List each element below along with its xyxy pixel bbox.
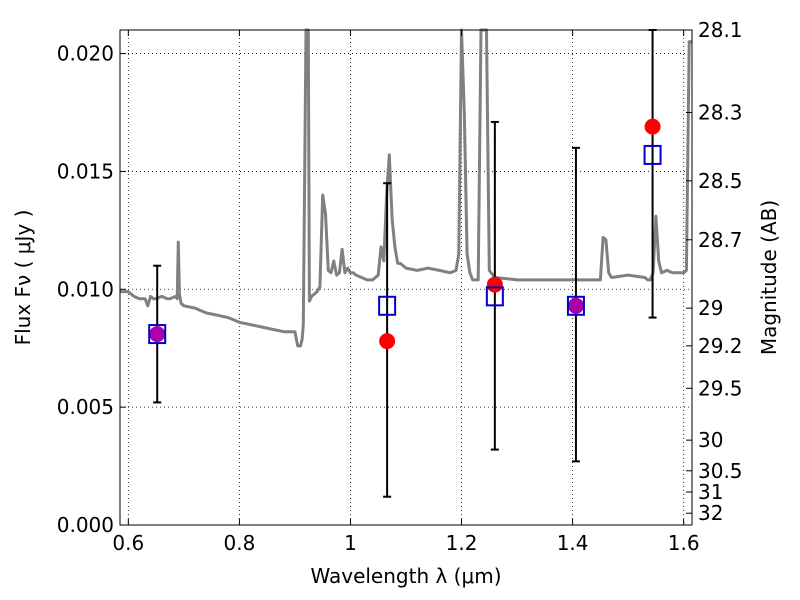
x-tick-label: 1.4	[557, 531, 589, 555]
x-axis-title: Wavelength λ (μm)	[310, 564, 501, 588]
x-tick-label: 0.8	[223, 531, 255, 555]
model-photometry-square	[378, 295, 397, 316]
observed-flux-point	[379, 333, 396, 350]
model-spectrum	[120, 28, 692, 348]
y2-tick-label: 32	[698, 501, 723, 525]
grid	[120, 30, 692, 526]
observed-flux-point	[486, 276, 503, 293]
y2-tick-label: 29	[698, 296, 723, 320]
y2-tick-label: 31	[698, 480, 723, 504]
y-axis-title: Flux Fν ( μJy )	[11, 210, 35, 346]
y2-tick-label: 28.5	[698, 169, 743, 193]
y-tick-label: 0.000	[57, 513, 114, 537]
observed-flux-point	[567, 297, 584, 314]
y-tick-label: 0.015	[57, 159, 114, 183]
plot-frame	[119, 29, 693, 526]
y-tick-label: 0.010	[57, 277, 114, 301]
y2-tick-label: 28.3	[698, 101, 743, 125]
y2-tick-label: 29.5	[698, 376, 743, 400]
y-tick-label: 0.005	[57, 395, 114, 419]
model-photometry-square	[148, 324, 167, 345]
y2-tick-label: 30.5	[698, 459, 743, 483]
model-photometry-square	[566, 295, 585, 316]
model-photometry-square	[485, 286, 504, 307]
spectrum-line	[120, 28, 692, 348]
y2-axis-title: Magnitude (AB)	[757, 200, 781, 355]
y2-tick-label: 28.1	[698, 18, 743, 42]
model-photometry-square	[643, 144, 662, 165]
observed-flux-point	[644, 118, 661, 135]
errorbars	[153, 29, 657, 498]
y2-tick-label: 30	[698, 428, 723, 452]
y2-tick-label: 29.2	[698, 334, 743, 358]
y2-tick-label: 28.7	[698, 228, 743, 252]
x-tick-label: 1.6	[668, 531, 700, 555]
y-tick-label: 0.020	[57, 42, 114, 66]
x-tick-label: 1.2	[446, 531, 478, 555]
observed-flux-point	[149, 326, 166, 343]
x-tick-label: 0.6	[112, 531, 144, 555]
data-points	[148, 118, 662, 350]
ticks: 0.6 0.8 1 1.2 1.4 1.6 0.000 0.005 0.010 0.015 0.02…	[57, 18, 743, 555]
x-tick-label: 1	[344, 531, 357, 555]
